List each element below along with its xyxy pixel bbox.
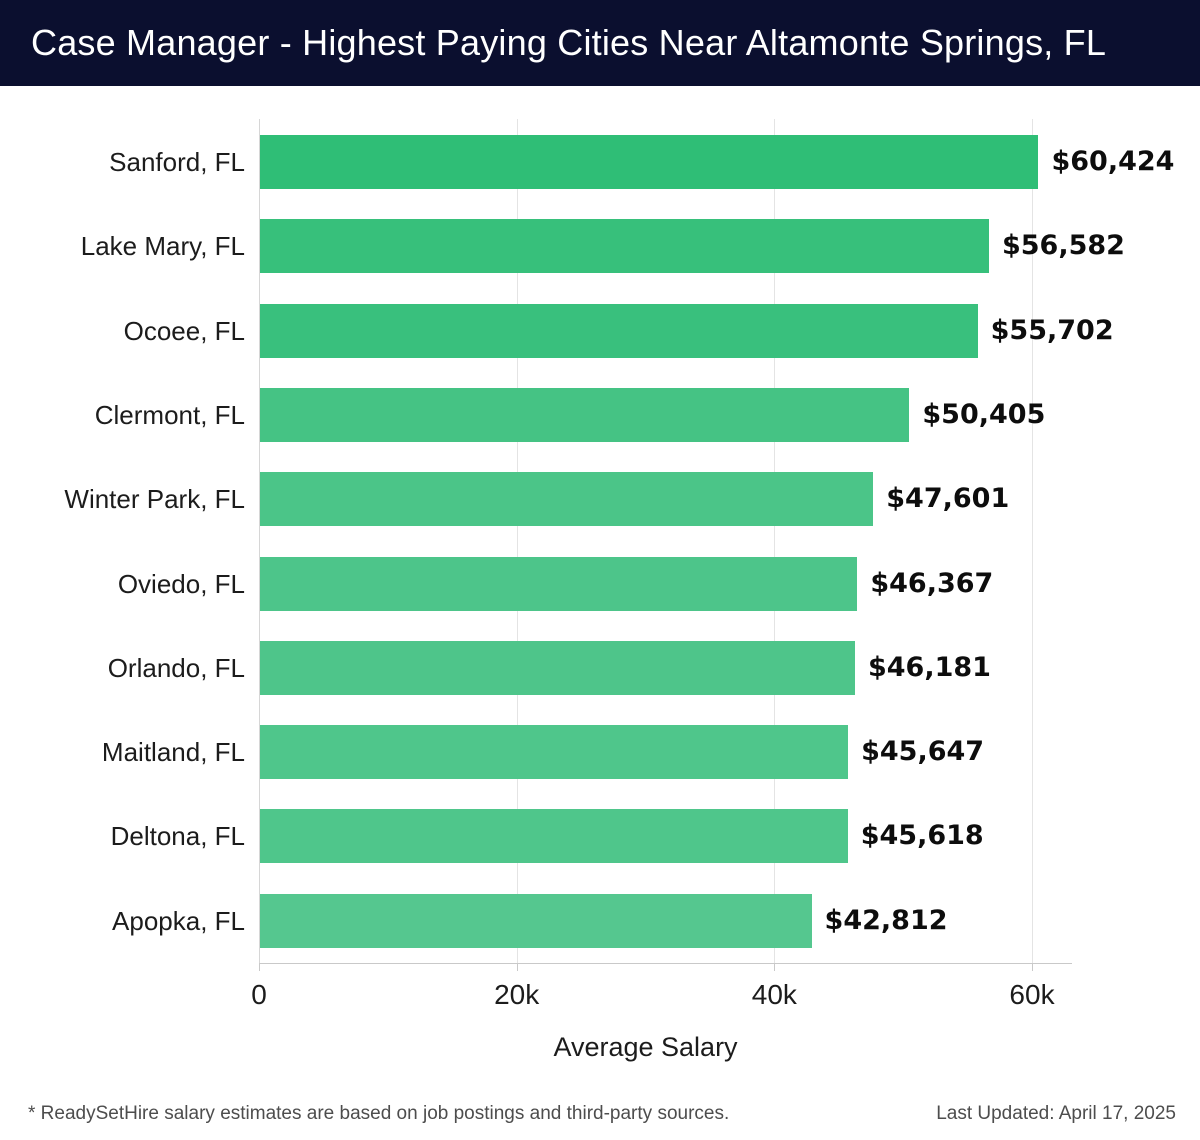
y-axis-zero-line bbox=[259, 119, 260, 963]
value-label: $42,812 bbox=[824, 904, 948, 936]
value-label: $46,181 bbox=[867, 651, 991, 683]
x-axis-title: Average Salary bbox=[553, 1032, 738, 1062]
source-disclaimer-text: * ReadySetHire salary estimates are base… bbox=[28, 1103, 730, 1124]
category-label: Deltona, FL bbox=[110, 821, 245, 852]
x-axis-tick bbox=[774, 963, 776, 971]
value-label: $46,367 bbox=[870, 567, 994, 599]
category-label: Orlando, FL bbox=[107, 652, 245, 683]
gridline bbox=[774, 119, 776, 963]
value-label: $45,647 bbox=[861, 736, 985, 768]
value-label: $55,702 bbox=[990, 314, 1114, 346]
bar bbox=[260, 303, 978, 358]
value-label: $60,424 bbox=[1051, 146, 1175, 177]
category-label: Oviedo, FL bbox=[117, 568, 245, 599]
bar bbox=[260, 219, 989, 274]
bar bbox=[260, 893, 812, 948]
bar bbox=[260, 725, 849, 780]
x-axis-tick-label: 40k bbox=[751, 979, 797, 1010]
bar bbox=[260, 135, 1039, 189]
category-label: Ocoee, FL bbox=[123, 315, 245, 346]
gridline bbox=[516, 119, 518, 963]
x-axis-tick bbox=[516, 963, 518, 971]
x-axis-line bbox=[259, 963, 1072, 964]
last-updated-text: Last Updated: April 17, 2025 bbox=[936, 1103, 1176, 1124]
bar bbox=[260, 556, 858, 611]
category-label: Maitland, FL bbox=[101, 737, 245, 768]
x-axis-tick bbox=[1032, 963, 1033, 971]
category-label: Winter Park, FL bbox=[64, 484, 245, 515]
x-axis-tick-label: 20k bbox=[494, 979, 540, 1010]
category-label: Lake Mary, FL bbox=[80, 231, 245, 262]
bar bbox=[260, 809, 848, 864]
bar-chart-plot-area: Sanford, FL $60,424 Lake Mary, FL $56,582 Oc… bbox=[0, 86, 1200, 1062]
gridline bbox=[1032, 119, 1033, 963]
bar bbox=[260, 387, 910, 442]
page-title: Case Manager - Highest Paying Cities Nea… bbox=[31, 22, 1107, 63]
footer: * ReadySetHire salary estimates are base… bbox=[0, 1094, 1200, 1134]
bar bbox=[260, 640, 855, 695]
category-label: Apopka, FL bbox=[112, 905, 245, 936]
x-axis-tick-label: 0 bbox=[251, 979, 267, 1010]
category-label: Clermont, FL bbox=[94, 399, 245, 430]
x-axis-tick bbox=[259, 963, 260, 971]
value-label: $50,405 bbox=[922, 398, 1046, 430]
value-label: $45,618 bbox=[860, 820, 984, 852]
header-bar: Case Manager - Highest Paying Cities Nea… bbox=[0, 0, 1200, 86]
category-label: Sanford, FL bbox=[109, 147, 245, 177]
bar bbox=[260, 472, 874, 527]
value-label: $47,601 bbox=[886, 483, 1010, 515]
x-axis-tick-label: 60k bbox=[1009, 979, 1055, 1010]
value-label: $56,582 bbox=[1001, 230, 1125, 262]
